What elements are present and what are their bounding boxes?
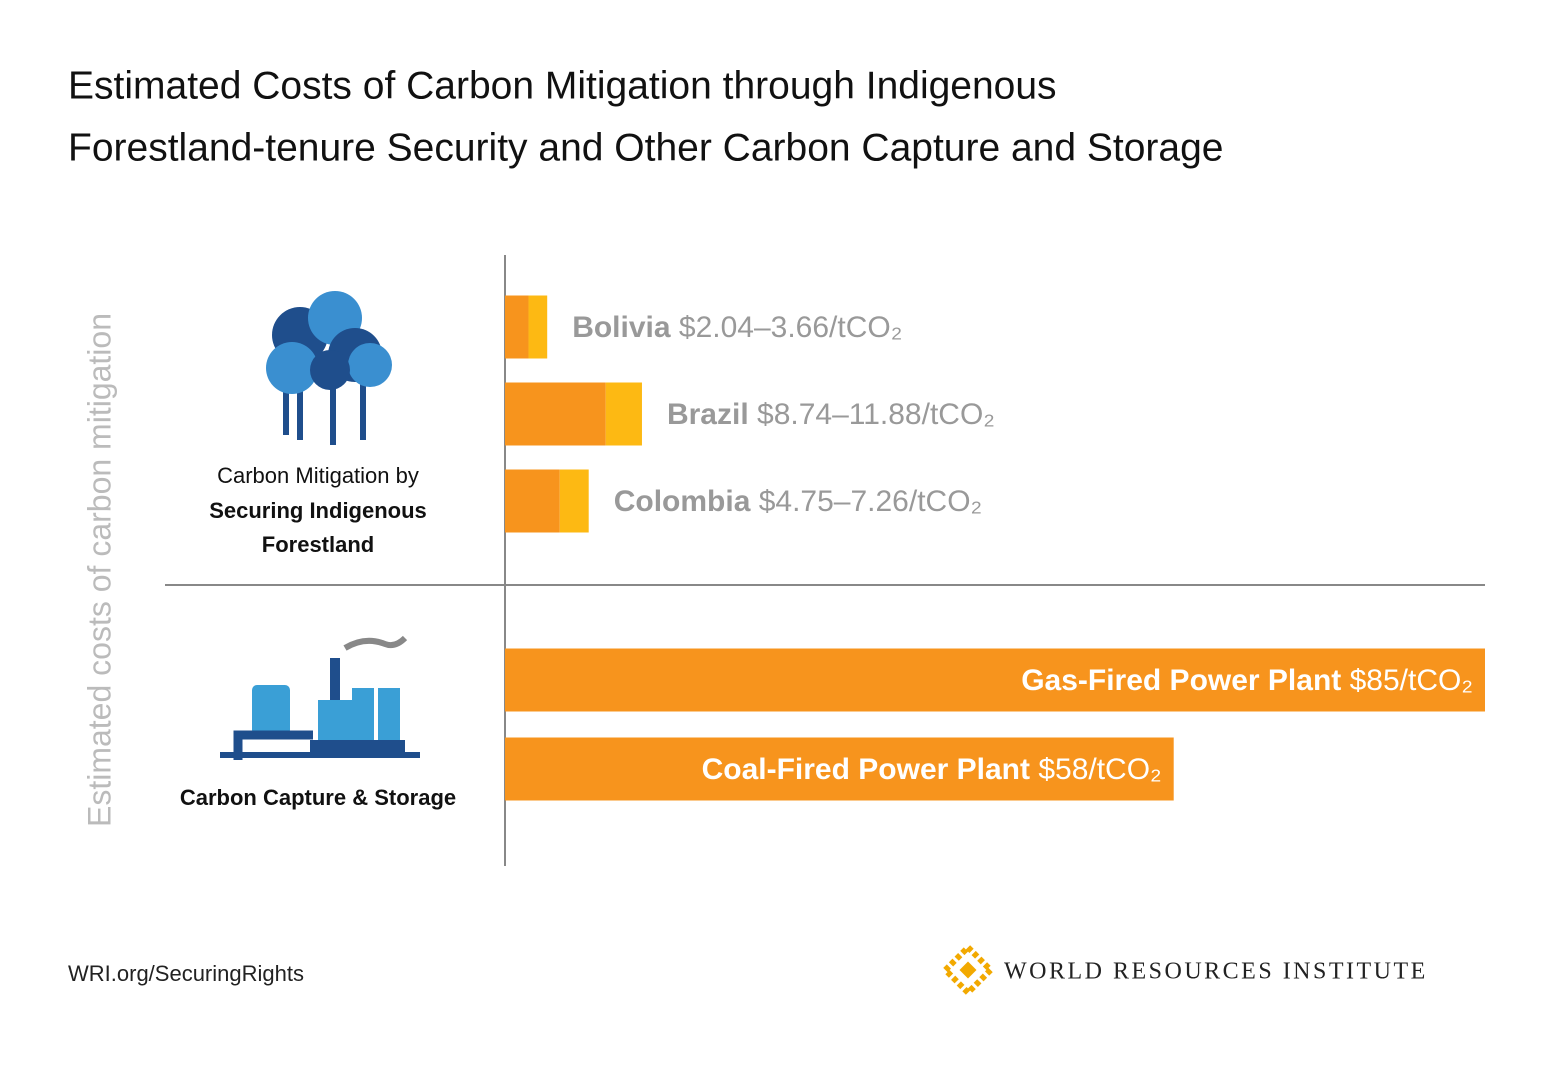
bar-label: Bolivia $2.04–3.66/tCO₂ [572,311,902,344]
chart-title: Estimated Costs of Carbon Mitigation thr… [68,64,1057,107]
spacer [1341,664,1349,697]
group-label: Carbon Capture & Storage [180,785,456,810]
group-label: Securing Indigenous [209,498,427,523]
bar-range [528,295,548,359]
bar [505,737,1174,801]
value-label: $58/tCO₂ [1038,753,1161,786]
bar-label: Brazil $8.74–11.88/tCO₂ [667,398,995,431]
y-axis-label: Estimated costs of carbon mitigation [81,313,117,827]
value-label: $2.04–3.66/tCO₂ [679,311,902,344]
factory-icon [220,635,420,760]
bar-label: Colombia $4.75–7.26/tCO₂ [614,485,982,518]
bar-low [505,382,606,446]
value-label: $8.74–11.88/tCO₂ [757,398,995,431]
bar [505,648,1485,712]
bar-label: Gas-Fired Power Plant $85/tCO₂ [1021,664,1473,697]
logo-text: WORLD RESOURCES INSTITUTE [1004,959,1428,985]
spacer [749,398,757,431]
category-label: Gas-Fired Power Plant [1021,664,1341,697]
bar-low [505,469,560,533]
logo-mark [941,943,995,997]
category-label: Bolivia [572,311,671,344]
group-label: Carbon Mitigation by [217,463,419,488]
spacer [750,485,758,518]
category-label: Brazil [667,398,749,431]
value-label: $85/tCO₂ [1350,664,1473,697]
category-label: Colombia [614,485,751,518]
group-label: Forestland [262,532,374,557]
category-label: Coal-Fired Power Plant [702,753,1030,786]
spacer [671,311,679,344]
bar-range [559,469,589,533]
spacer [1030,753,1038,786]
bar-low [505,295,529,359]
tree-icon [266,291,392,445]
footer-url: WRI.org/SecuringRights [68,961,304,986]
chart-title: Forestland-tenure Security and Other Car… [68,126,1224,169]
value-label: $4.75–7.26/tCO₂ [759,485,982,518]
bar-label: Coal-Fired Power Plant $58/tCO₂ [702,753,1162,786]
bar-range [605,382,642,446]
